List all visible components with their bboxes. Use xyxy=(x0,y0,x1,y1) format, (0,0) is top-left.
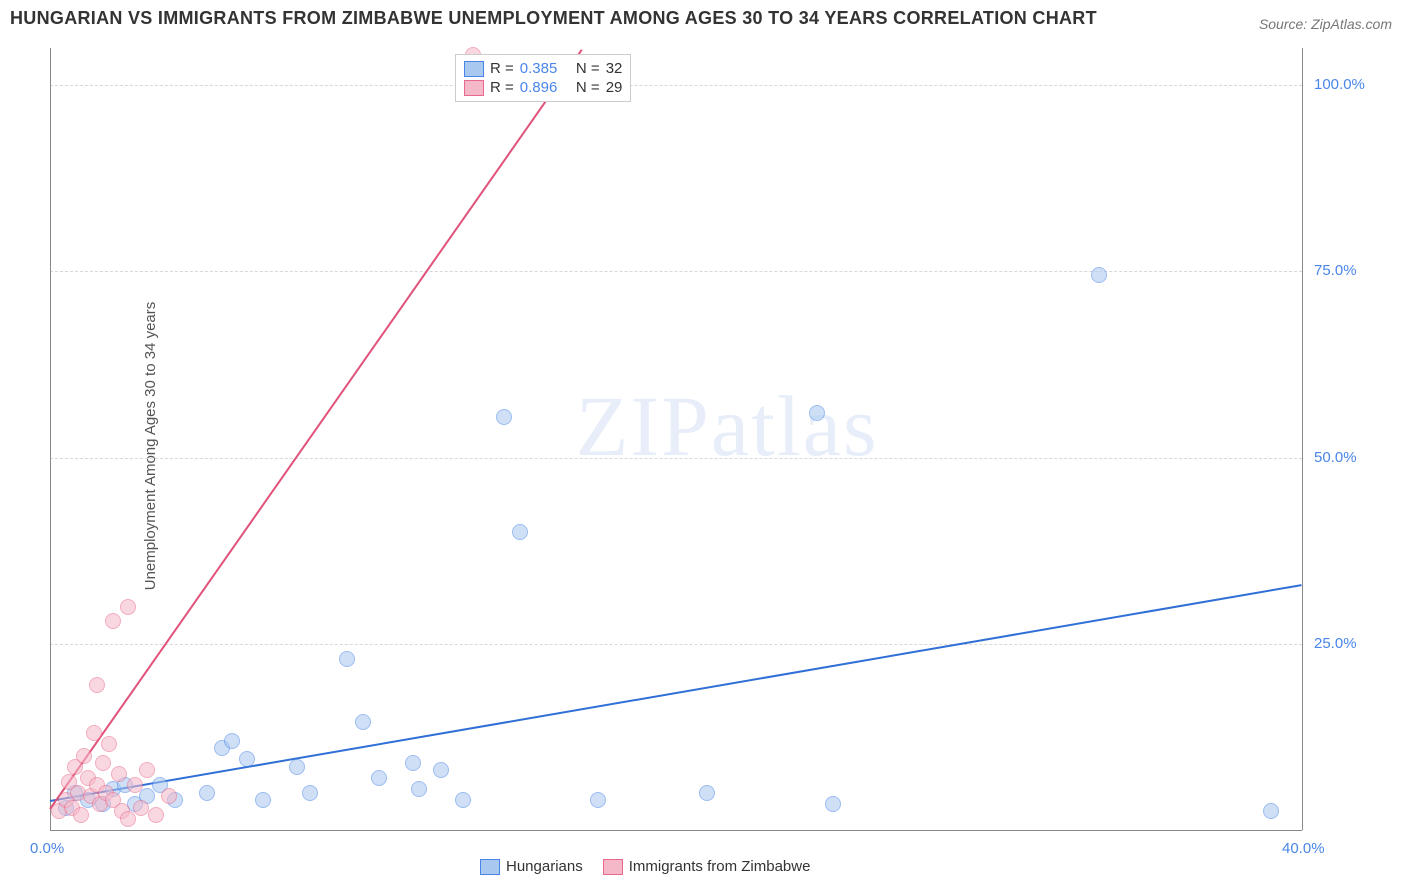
data-point xyxy=(76,748,92,764)
data-point xyxy=(105,613,121,629)
source-attribution: Source: ZipAtlas.com xyxy=(1259,16,1392,32)
n-label: N = xyxy=(572,79,600,96)
gridline xyxy=(50,644,1302,645)
series-legend: Hungarians Immigrants from Zimbabwe xyxy=(480,858,810,875)
data-point xyxy=(111,766,127,782)
legend-swatch xyxy=(464,80,484,96)
legend-swatch xyxy=(480,859,500,875)
data-point xyxy=(239,751,255,767)
legend-label: Immigrants from Zimbabwe xyxy=(629,858,811,875)
gridline xyxy=(50,271,1302,272)
y-tick-label: 50.0% xyxy=(1314,449,1357,466)
data-point xyxy=(148,807,164,823)
data-point xyxy=(289,759,305,775)
r-label: R = xyxy=(490,60,514,77)
data-point xyxy=(133,800,149,816)
legend-stat-row: R = 0.385 N = 32 xyxy=(464,59,622,78)
data-point xyxy=(809,405,825,421)
data-point xyxy=(86,725,102,741)
trend-line xyxy=(50,584,1302,802)
data-point xyxy=(120,599,136,615)
data-point xyxy=(411,781,427,797)
data-point xyxy=(1263,803,1279,819)
data-point xyxy=(433,762,449,778)
data-point xyxy=(496,409,512,425)
n-value: 29 xyxy=(606,79,623,96)
gridline xyxy=(50,458,1302,459)
data-point xyxy=(255,792,271,808)
data-point xyxy=(455,792,471,808)
data-point xyxy=(512,524,528,540)
chart-title: HUNGARIAN VS IMMIGRANTS FROM ZIMBABWE UN… xyxy=(10,8,1097,29)
data-point xyxy=(590,792,606,808)
data-point xyxy=(339,651,355,667)
legend-item: Immigrants from Zimbabwe xyxy=(603,858,811,875)
data-point xyxy=(161,788,177,804)
chart-container: { "title": "HUNGARIAN VS IMMIGRANTS FROM… xyxy=(0,0,1406,892)
y-axis-left xyxy=(50,48,51,830)
legend-item: Hungarians xyxy=(480,858,583,875)
r-value: 0.896 xyxy=(520,79,566,96)
data-point xyxy=(139,762,155,778)
y-tick-label: 75.0% xyxy=(1314,262,1357,279)
data-point xyxy=(405,755,421,771)
n-label: N = xyxy=(572,60,600,77)
data-point xyxy=(101,736,117,752)
plot-area: ZIPatlas 25.0%50.0%75.0%100.0%0.0%40.0% xyxy=(50,48,1302,830)
watermark: ZIPatlas xyxy=(576,376,879,476)
n-value: 32 xyxy=(606,60,623,77)
r-value: 0.385 xyxy=(520,60,566,77)
data-point xyxy=(199,785,215,801)
data-point xyxy=(127,777,143,793)
legend-swatch xyxy=(603,859,623,875)
correlation-legend: R = 0.385 N = 32R = 0.896 N = 29 xyxy=(455,54,631,102)
x-tick-label: 0.0% xyxy=(30,840,64,857)
x-axis xyxy=(50,830,1302,831)
data-point xyxy=(73,807,89,823)
data-point xyxy=(355,714,371,730)
legend-stat-row: R = 0.896 N = 29 xyxy=(464,78,622,97)
data-point xyxy=(825,796,841,812)
trend-line xyxy=(49,48,583,809)
data-point xyxy=(1091,267,1107,283)
data-point xyxy=(120,811,136,827)
y-axis-right xyxy=(1302,48,1303,830)
y-tick-label: 25.0% xyxy=(1314,635,1357,652)
data-point xyxy=(302,785,318,801)
data-point xyxy=(371,770,387,786)
x-tick-label: 40.0% xyxy=(1282,840,1325,857)
data-point xyxy=(699,785,715,801)
legend-label: Hungarians xyxy=(506,858,583,875)
y-tick-label: 100.0% xyxy=(1314,76,1365,93)
legend-swatch xyxy=(464,61,484,77)
data-point xyxy=(224,733,240,749)
r-label: R = xyxy=(490,79,514,96)
data-point xyxy=(89,677,105,693)
gridline xyxy=(50,85,1302,86)
data-point xyxy=(95,755,111,771)
